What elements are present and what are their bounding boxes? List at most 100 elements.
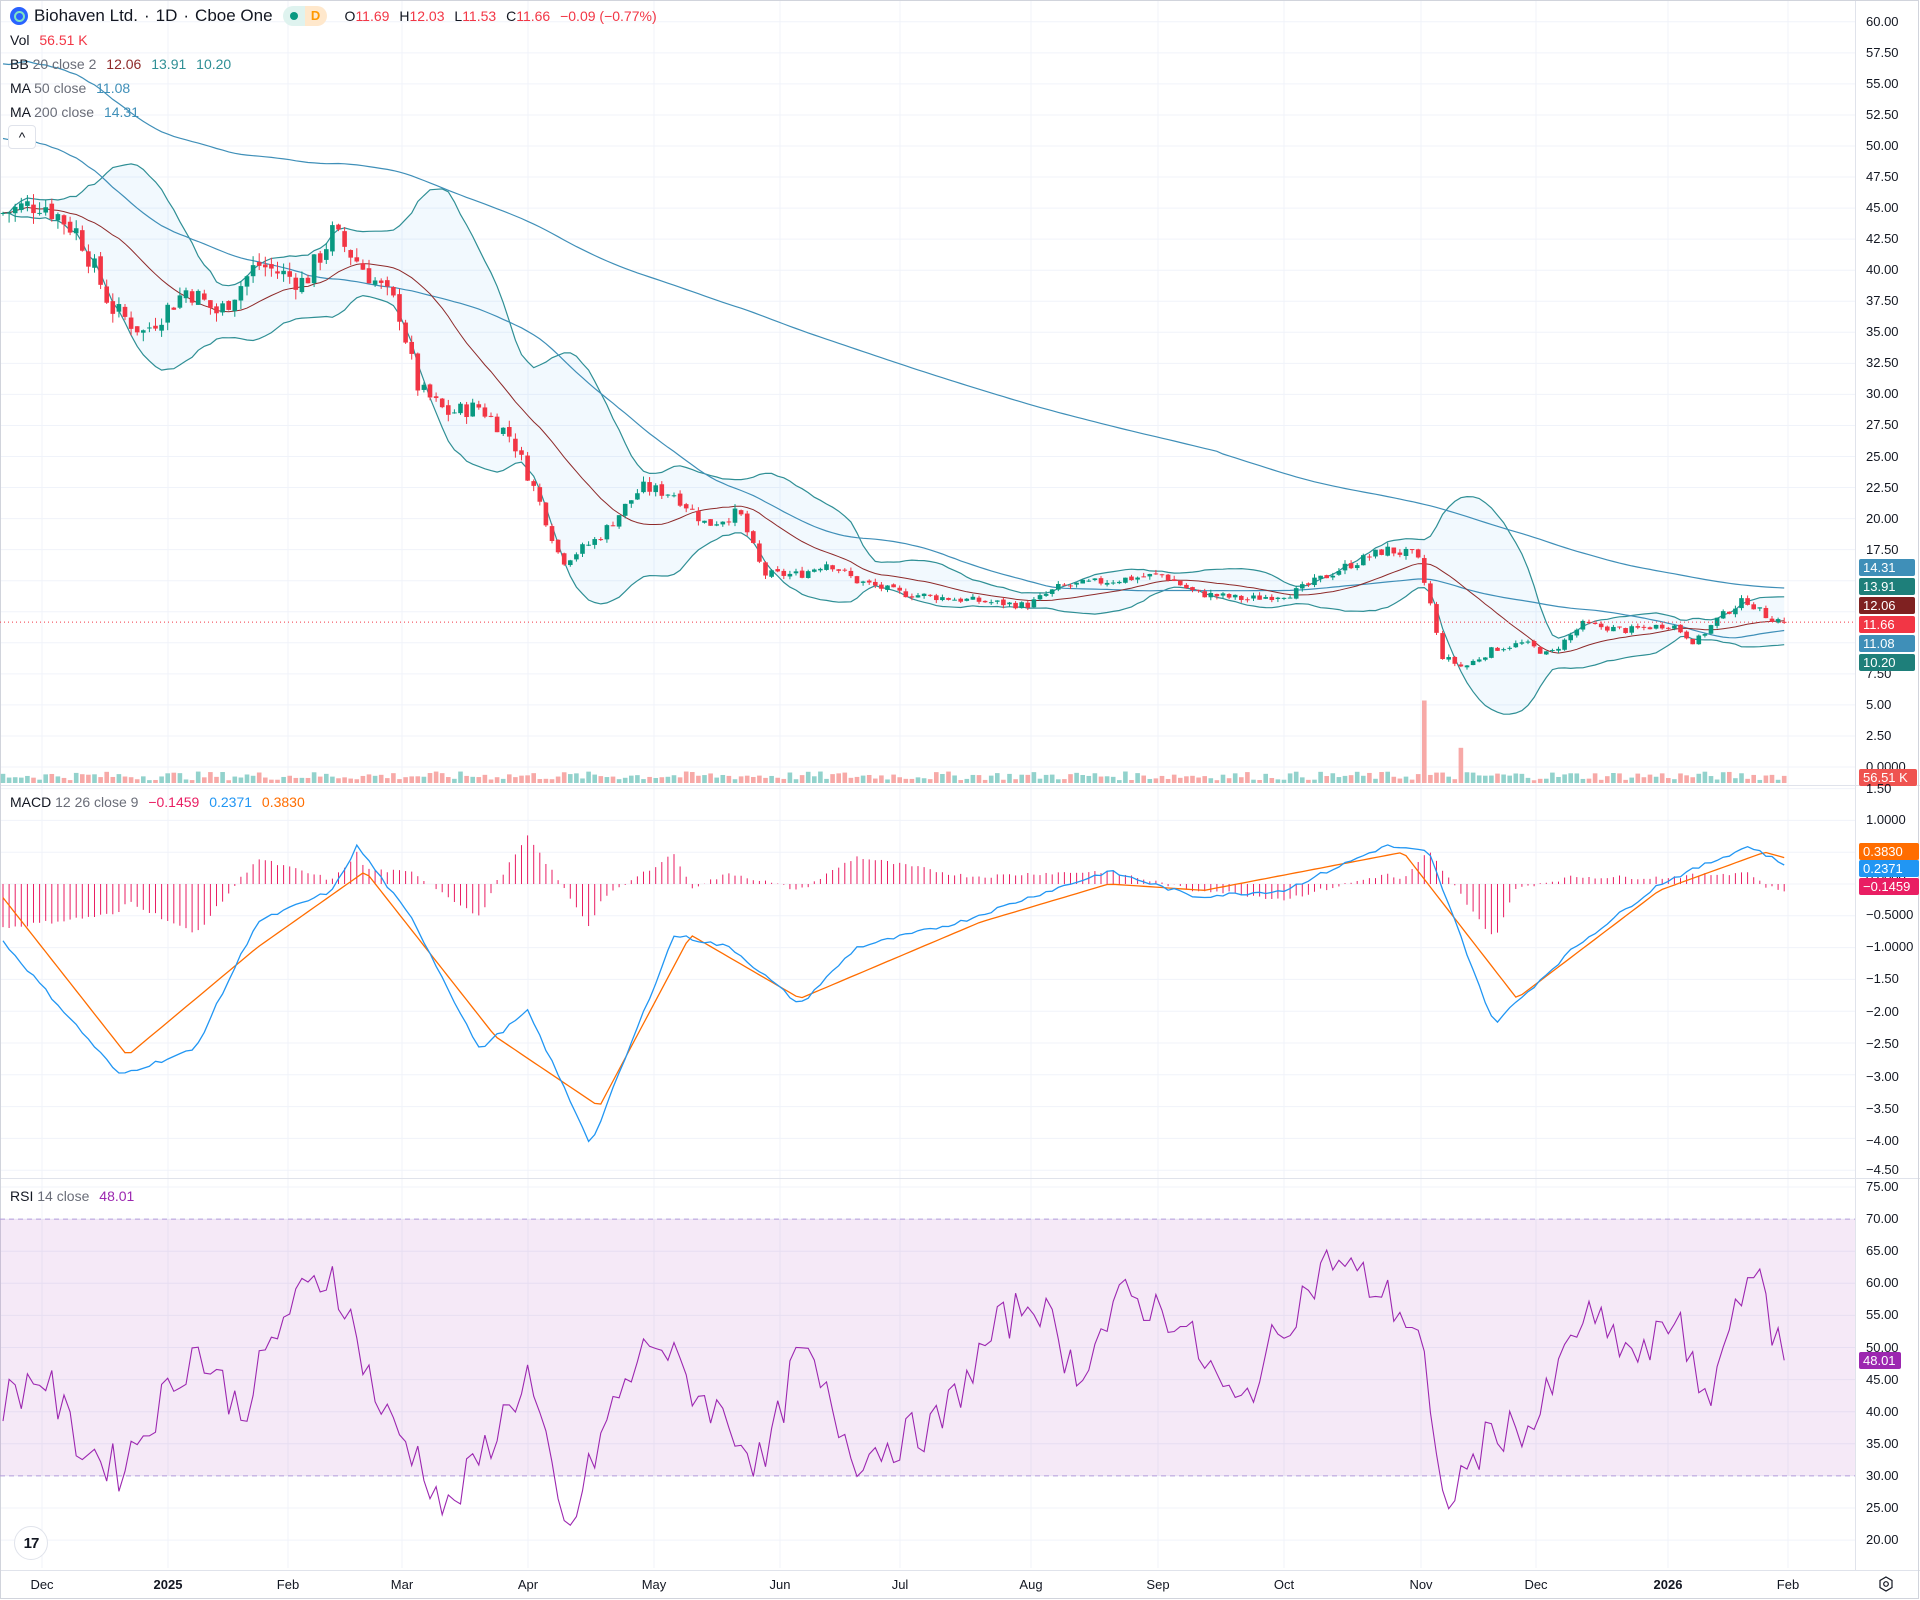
volume-bar (1568, 773, 1573, 783)
volume-bar (952, 775, 957, 783)
candle-body (1641, 626, 1647, 628)
volume-bar (982, 779, 988, 783)
volume-bar (1312, 779, 1317, 783)
volume-bar (1214, 780, 1220, 783)
candle-body (171, 307, 177, 310)
candle-body (958, 598, 963, 602)
candle-body (324, 249, 329, 260)
candle-body (1470, 660, 1476, 666)
volume-bar (1226, 778, 1232, 783)
chart-settings-button[interactable] (1877, 1575, 1895, 1593)
volume-bar (1373, 778, 1378, 783)
collapse-legend-button[interactable]: ^ (8, 125, 36, 149)
candle-body (677, 493, 683, 506)
bb-lower-tag: 10.20 (1859, 654, 1915, 671)
volume-bar (744, 775, 750, 783)
volume-bar (1220, 774, 1226, 783)
candle-body (927, 594, 933, 596)
candle-body (1153, 573, 1159, 575)
ma50-legend-params: 50 close (34, 80, 87, 96)
market-status-badge[interactable]: D (282, 6, 327, 26)
candle-body (1513, 643, 1519, 648)
candle-body (1214, 593, 1220, 597)
candle-body (702, 520, 707, 523)
volume-bar (1068, 774, 1073, 783)
candle-body (1098, 578, 1104, 584)
interval-label[interactable]: 1D (155, 6, 178, 25)
volume-bar (732, 779, 738, 783)
macd-axis-tick: 1.0000 (1866, 812, 1906, 827)
candle-body (842, 569, 848, 571)
volume-bar (708, 773, 713, 783)
volume-bar (909, 778, 915, 783)
volume-bar (763, 777, 768, 783)
candle-body (342, 231, 347, 247)
ma200-legend[interactable]: MA 200 close 14.31 (10, 103, 139, 121)
symbol-name[interactable]: Biohaven Ltd. (34, 6, 138, 25)
volume-bar (1574, 773, 1580, 783)
volume-bar (128, 777, 134, 783)
candle-body (1184, 584, 1189, 589)
volume-bar (635, 775, 640, 783)
tradingview-logo-icon: 17 (23, 1534, 40, 1552)
volume-bar (616, 779, 622, 783)
volume-bar (1269, 778, 1275, 783)
volume-bar (1592, 773, 1598, 783)
ma200-legend-name: MA (10, 104, 31, 120)
volume-bar (824, 778, 829, 783)
tradingview-logo[interactable]: 17 (14, 1526, 48, 1560)
bb-upper-value: 13.91 (151, 56, 187, 72)
candle-body (897, 587, 902, 591)
candle-body (360, 263, 366, 270)
candle-body (500, 427, 506, 434)
ma200-value: 14.31 (103, 104, 139, 120)
volume-bar (1733, 778, 1738, 783)
macd-legend-name: MACD (10, 794, 52, 810)
volume-bar (1550, 772, 1555, 783)
candle-body (61, 215, 67, 225)
macd-axis-tick: −2.00 (1866, 1004, 1899, 1019)
volume-legend[interactable]: Vol 56.51 K (10, 31, 88, 49)
volume-bar (696, 775, 701, 783)
candle-body (1208, 592, 1214, 598)
candle-body (226, 301, 231, 310)
candle-body (1043, 594, 1049, 596)
ma50-legend[interactable]: MA 50 close 11.08 (10, 79, 130, 97)
candle-body (409, 341, 414, 354)
volume-bar (580, 778, 585, 783)
volume-bar (1605, 776, 1610, 783)
volume-bar (1769, 774, 1775, 783)
volume-bar (946, 771, 951, 783)
candle-body (1251, 595, 1256, 599)
volume-bar (208, 772, 213, 783)
candle-body (1019, 602, 1024, 609)
bb-legend[interactable]: BB 20 close 2 12.06 13.91 10.20 (10, 55, 231, 73)
candle-body (1385, 546, 1390, 556)
candle-body (183, 290, 189, 299)
volume-bar (336, 778, 341, 783)
candle-body (470, 402, 475, 417)
candle-body (293, 277, 299, 290)
candle-body (348, 250, 353, 258)
macd-legend[interactable]: MACD 12 26 close 9 −0.1459 0.2371 0.3830 (10, 793, 305, 811)
candle-body (1733, 608, 1738, 615)
volume-bar (549, 779, 555, 783)
volume-bar (1580, 778, 1586, 783)
candle-body (202, 293, 207, 300)
candle-body (1434, 604, 1439, 633)
candle-body (537, 487, 543, 502)
candle-body (433, 396, 439, 399)
candle-body (336, 224, 341, 230)
candle-body (311, 254, 317, 284)
rsi-legend[interactable]: RSI 14 close 48.01 (10, 1187, 134, 1205)
volume-bar (1598, 779, 1604, 783)
volume-bar (1476, 775, 1482, 783)
settings-hex-icon (1879, 1576, 1893, 1592)
ma50-tag: 11.08 (1859, 635, 1915, 652)
candle-body (67, 221, 73, 233)
candle-body (513, 438, 518, 452)
candle-body (1007, 602, 1012, 605)
candle-body (879, 584, 884, 589)
